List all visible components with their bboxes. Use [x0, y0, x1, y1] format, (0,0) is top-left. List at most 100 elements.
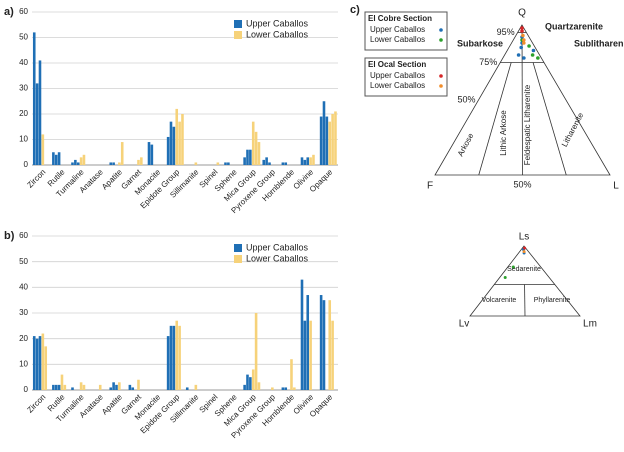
point — [516, 53, 521, 57]
bar — [140, 157, 143, 165]
apex-label: F — [427, 181, 433, 192]
point — [522, 250, 526, 254]
bar — [137, 159, 140, 165]
bar — [32, 336, 36, 390]
bar — [309, 157, 312, 165]
bar — [331, 320, 334, 390]
bar — [322, 101, 326, 165]
point — [523, 246, 527, 250]
tick-label: 50% — [457, 94, 475, 104]
point — [527, 44, 531, 48]
legend-dot — [439, 38, 443, 42]
legend-title: El Ocal Section — [368, 60, 426, 69]
bar — [243, 157, 246, 165]
legend-label: Lower Caballos — [246, 253, 309, 263]
point — [520, 29, 524, 33]
bar — [38, 60, 42, 166]
field-label: Volcarenite — [482, 297, 517, 304]
tick-label: 95% — [497, 27, 515, 37]
field-label: Subarkose — [457, 38, 503, 48]
bar — [185, 387, 189, 390]
point — [522, 56, 526, 60]
apex-label: Ls — [519, 232, 530, 243]
y-tick-label: 50 — [19, 33, 28, 42]
bar — [32, 32, 36, 166]
bar — [98, 384, 102, 390]
legend-swatch — [234, 20, 242, 28]
x-tick-label: Zircon — [25, 393, 47, 415]
bar — [120, 142, 124, 165]
bar — [79, 382, 83, 390]
bar — [112, 382, 115, 390]
tick-label: 50% — [513, 179, 531, 189]
point — [530, 53, 535, 57]
bar — [44, 346, 48, 390]
bar — [181, 114, 184, 165]
bar — [303, 320, 307, 390]
apex-label: Lv — [459, 319, 470, 330]
bar — [319, 295, 323, 390]
y-tick-label: 60 — [19, 231, 28, 240]
bar — [178, 121, 181, 165]
field-boundary — [478, 62, 512, 176]
legend-dot — [439, 28, 443, 32]
bar — [251, 121, 255, 165]
bar — [194, 162, 198, 165]
bar — [257, 382, 261, 390]
bar — [35, 83, 39, 165]
bar — [319, 116, 323, 165]
bar — [249, 149, 252, 165]
bar — [325, 116, 329, 165]
bar — [322, 300, 326, 390]
bar — [60, 374, 64, 390]
bar — [216, 162, 220, 165]
legend-label: Lower Caballos — [370, 35, 425, 44]
point — [522, 38, 526, 42]
y-tick-label: 60 — [19, 7, 28, 16]
x-tick-label: Zircon — [25, 168, 47, 190]
bar — [328, 300, 332, 390]
field-label: Arkose — [456, 131, 476, 158]
legend-title: El Cobre Section — [368, 14, 432, 23]
bar — [175, 108, 179, 165]
bar — [251, 369, 255, 390]
point — [522, 41, 526, 45]
bar — [334, 111, 337, 165]
bar — [137, 379, 140, 390]
legend-swatch — [234, 244, 242, 252]
bar — [112, 162, 115, 165]
bar — [175, 320, 179, 390]
bar — [150, 144, 154, 165]
bar — [118, 382, 121, 390]
bar — [254, 313, 258, 390]
bar — [54, 384, 58, 390]
bar — [268, 162, 271, 165]
bar — [281, 387, 285, 390]
bar — [166, 336, 170, 390]
y-tick-label: 40 — [19, 282, 28, 291]
point — [519, 45, 523, 50]
bar — [52, 152, 55, 165]
bar — [284, 387, 288, 390]
x-tick-label: Apatite — [100, 167, 124, 191]
legend-dot — [439, 74, 443, 78]
bar — [293, 387, 296, 390]
bar — [128, 384, 132, 390]
legend-box — [364, 57, 448, 97]
bar — [109, 387, 113, 390]
bar — [38, 336, 42, 390]
bar — [243, 384, 246, 390]
bar — [227, 162, 230, 165]
y-tick-label: 20 — [19, 109, 28, 118]
panel-label: b) — [4, 230, 15, 242]
point — [511, 265, 515, 269]
bar — [71, 387, 74, 390]
y-tick-label: 10 — [19, 135, 28, 144]
bar — [224, 162, 227, 165]
bar — [303, 159, 307, 165]
legend-label: Upper Caballos — [370, 25, 425, 34]
bar — [306, 157, 310, 165]
bar — [172, 126, 176, 165]
apex-label: Lm — [583, 319, 597, 330]
